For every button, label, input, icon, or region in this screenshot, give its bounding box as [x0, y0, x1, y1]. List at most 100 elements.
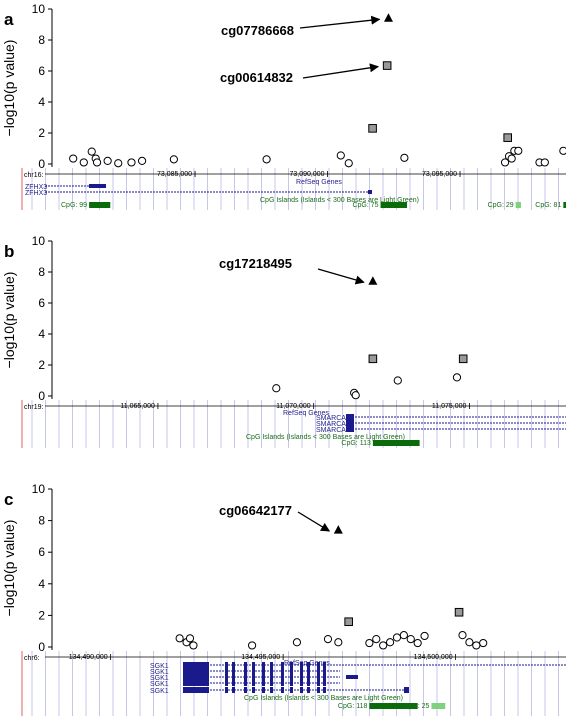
- data-point-circle: [458, 631, 467, 640]
- gene-exon: [252, 662, 255, 668]
- gene-exon: [404, 687, 409, 693]
- ruler-tick-label: 11,075,000: [432, 403, 467, 410]
- data-point-circle: [189, 641, 198, 650]
- gene-exon: [262, 680, 265, 686]
- data-point-circle: [393, 376, 402, 385]
- panel-label: c: [4, 490, 13, 509]
- gene-exon: [290, 668, 293, 674]
- panel-a: a −log10(p value) 0 2 4 6 8 10 chr16: 73,085,000 7…: [1, 2, 566, 210]
- gene-exon: [290, 680, 293, 686]
- ruler-tick-label: 73,090,000: [289, 171, 324, 178]
- gene-exon: [317, 668, 320, 674]
- data-point-circle: [420, 631, 429, 641]
- cpg-island: [89, 202, 111, 208]
- data-point-circle: [169, 155, 178, 164]
- y-axis-label: −log10(p value): [1, 520, 17, 617]
- gene-exon: [317, 674, 320, 680]
- y-tick-label: 2: [38, 358, 45, 372]
- gene-exon: [300, 668, 303, 674]
- data-point-square: [454, 607, 464, 617]
- gene-exon: [300, 662, 303, 668]
- data-point-circle: [392, 633, 402, 642]
- gene-exon: [323, 687, 326, 693]
- data-point-triangle: [333, 525, 343, 534]
- data-point-circle: [559, 146, 566, 155]
- data-point-circle: [385, 638, 395, 647]
- gene-exon: [244, 674, 247, 680]
- panel-label: a: [4, 10, 14, 29]
- gene-exon: [307, 668, 310, 674]
- gene-label: SGK1: [150, 688, 169, 695]
- gene-exon: [183, 680, 209, 686]
- gene-label: SGK1: [150, 669, 169, 676]
- data-point-circle: [272, 384, 281, 393]
- chromosome-label: chr6:: [24, 655, 40, 662]
- gene-exon: [307, 662, 310, 668]
- data-point-circle: [103, 156, 112, 165]
- data-point-square: [368, 354, 378, 364]
- y-tick-label: 8: [38, 33, 45, 47]
- gene-exon: [232, 662, 235, 668]
- gene-exon: [270, 674, 273, 680]
- refseq-title: RefSeq Genes: [283, 410, 329, 417]
- cpg-island: [563, 202, 566, 208]
- gene-exon: [225, 668, 228, 674]
- data-point-circle: [323, 635, 333, 644]
- annotation-arrow: [299, 15, 381, 29]
- gene-exon: [307, 674, 310, 680]
- data-point-circle: [452, 373, 462, 382]
- data-point-circle: [334, 638, 343, 647]
- data-point-circle: [351, 391, 360, 400]
- y-tick-label: 6: [38, 64, 45, 78]
- y-tick-label: 0: [38, 157, 45, 171]
- gene-label: ZFHX3: [25, 190, 47, 197]
- ruler-tick-label: 11,065,000: [120, 403, 155, 410]
- data-point-circle: [365, 638, 374, 648]
- gene-exon: [281, 662, 284, 668]
- gene-exon: [183, 668, 209, 674]
- cpg-label: CpG: 29: [488, 202, 514, 209]
- annotation-arrow: [297, 511, 331, 532]
- data-point-circle: [69, 154, 78, 163]
- data-point-circle: [292, 638, 302, 647]
- data-point-circle: [92, 158, 102, 167]
- gene-exon: [346, 420, 354, 426]
- cpg-label: CpG: 81: [535, 202, 561, 209]
- cpg-label: CpG: 25: [403, 703, 429, 710]
- genome-track: chr19: 11,065,000 11,070,000 11,075,000 RefS…: [21, 400, 566, 448]
- annotation-label: cg00614832: [220, 70, 293, 85]
- data-point-circle: [406, 635, 415, 644]
- panel-c: c −log10(p value) 0 2 4 6 8 10 chr6: 134,490,000 1…: [1, 482, 566, 716]
- gene-exon: [244, 668, 247, 674]
- data-point-square: [344, 617, 353, 627]
- data-point-circle: [465, 638, 474, 647]
- y-tick-label: 8: [38, 265, 45, 279]
- data-point-circle: [472, 641, 481, 650]
- data-point-circle: [185, 634, 195, 643]
- gene-exon: [281, 674, 284, 680]
- data-point-triangle: [368, 276, 378, 285]
- y-tick-label: 4: [38, 577, 45, 591]
- y-tick-label: 10: [32, 234, 46, 248]
- gene-exon: [317, 687, 320, 693]
- gene-exon: [225, 662, 228, 668]
- genome-track: chr16: 73,085,000 73,090,000 73,095,000 RefS…: [21, 168, 566, 210]
- data-point-circle: [336, 151, 345, 160]
- data-point-circle: [514, 146, 523, 155]
- gene-exon: [281, 680, 284, 686]
- gene-exon: [232, 680, 235, 686]
- gene-exon: [183, 687, 209, 693]
- ruler-tick-label: 134,500,000: [414, 654, 453, 661]
- gene-label: ZFHX3: [25, 184, 47, 191]
- cpg-label: CpG: 99: [61, 202, 87, 209]
- annotation-label: cg06642177: [219, 503, 292, 518]
- gene-exon: [300, 687, 303, 693]
- gene-exon: [281, 687, 284, 693]
- y-tick-label: 6: [38, 296, 45, 310]
- y-tick-label: 4: [38, 327, 45, 341]
- cpg-label: CpG: 113: [341, 440, 371, 447]
- gene-exon: [252, 674, 255, 680]
- annotation-label: cg17218495: [219, 256, 292, 271]
- y-tick-label: 2: [38, 608, 45, 622]
